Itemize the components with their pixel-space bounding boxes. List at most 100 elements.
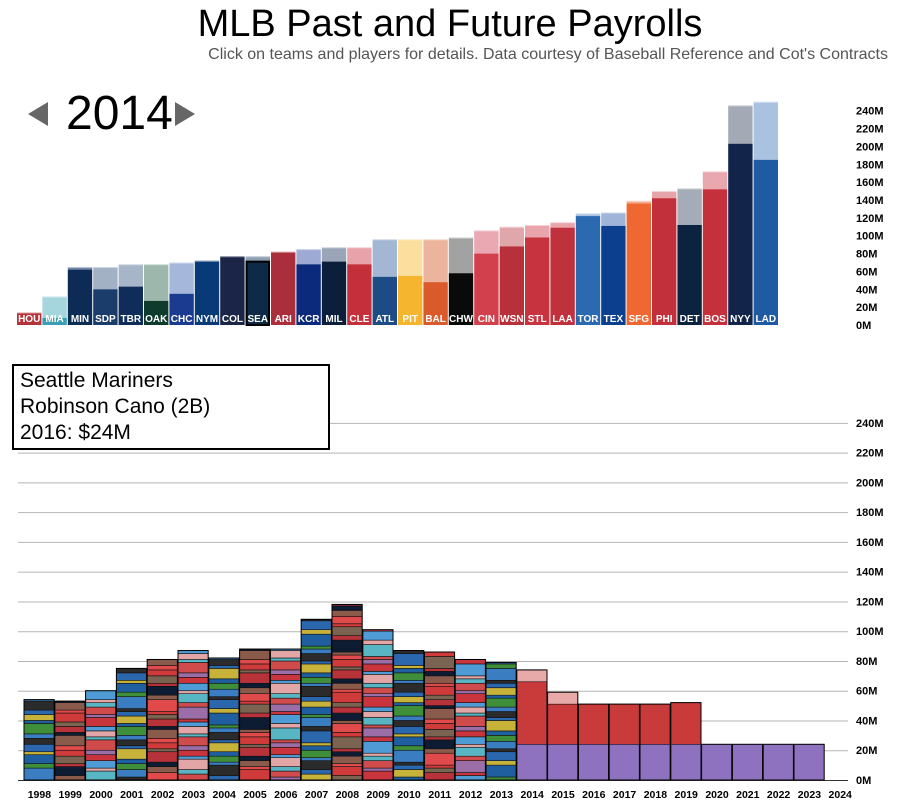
- player-segment[interactable]: [146, 659, 178, 666]
- player-segment[interactable]: [485, 720, 517, 732]
- team-bar-nyy[interactable]: [728, 143, 753, 325]
- player-segment[interactable]: [485, 741, 517, 750]
- next-year-arrow-icon[interactable]: [174, 102, 195, 126]
- player-segment[interactable]: [300, 717, 332, 727]
- player-segment[interactable]: [331, 610, 363, 617]
- player-segment[interactable]: [362, 741, 394, 754]
- team-bar-hou[interactable]: [17, 312, 42, 325]
- player-segment[interactable]: [208, 761, 240, 766]
- year-label-2002[interactable]: 2002: [151, 789, 175, 801]
- player-segment[interactable]: [362, 674, 394, 684]
- team-bar-future-bos[interactable]: [702, 171, 728, 190]
- player-segment[interactable]: [270, 682, 301, 694]
- team-bar-det[interactable]: [677, 224, 702, 325]
- player-segment[interactable]: [239, 766, 271, 770]
- player-segment[interactable]: [300, 663, 332, 674]
- player-segment[interactable]: [362, 682, 394, 689]
- year-label-2009[interactable]: 2009: [367, 789, 391, 801]
- team-bar-stl[interactable]: [525, 237, 550, 325]
- player-segment[interactable]: [116, 682, 147, 693]
- team-bar-bal[interactable]: [423, 282, 448, 325]
- player-segment[interactable]: [54, 763, 86, 767]
- player-segment[interactable]: [362, 663, 394, 672]
- team-bar-future-phi[interactable]: [652, 191, 677, 199]
- player-segment[interactable]: [239, 746, 271, 757]
- team-bar-kcr[interactable]: [296, 264, 321, 325]
- team-bar-future-mil[interactable]: [321, 247, 347, 262]
- player-segment[interactable]: [239, 736, 271, 745]
- player-segment[interactable]: [208, 668, 240, 680]
- player-segment[interactable]: [54, 775, 86, 781]
- player-segment[interactable]: [85, 754, 117, 761]
- player-segment[interactable]: [393, 668, 425, 674]
- team-bar-tex[interactable]: [601, 225, 626, 325]
- player-segment[interactable]: [300, 773, 332, 781]
- player-segment[interactable]: [270, 680, 301, 684]
- team-label-mil[interactable]: MIL: [325, 314, 342, 325]
- player-segment[interactable]: [116, 735, 147, 741]
- player-segment[interactable]: [362, 693, 394, 697]
- player-segment[interactable]: [270, 697, 301, 705]
- player-segment[interactable]: [239, 703, 271, 714]
- player-segment-highlighted[interactable]: [608, 744, 640, 781]
- year-label-2024[interactable]: 2024: [829, 789, 853, 801]
- player-segment[interactable]: [331, 678, 363, 684]
- player-segment[interactable]: [454, 706, 486, 714]
- player-segment[interactable]: [208, 678, 240, 684]
- year-label-2015[interactable]: 2015: [551, 789, 575, 801]
- player-segment-highlighted[interactable]: [762, 744, 794, 781]
- player-segment[interactable]: [116, 691, 147, 697]
- player-segment[interactable]: [270, 703, 301, 712]
- player-segment[interactable]: [362, 687, 394, 694]
- player-segment[interactable]: [85, 717, 117, 727]
- player-segment[interactable]: [424, 739, 455, 750]
- player-segment[interactable]: [300, 730, 332, 744]
- player-segment[interactable]: [300, 745, 332, 751]
- player-segment[interactable]: [54, 735, 86, 747]
- team-bar-future-laa[interactable]: [550, 222, 575, 228]
- player-segment[interactable]: [23, 733, 55, 739]
- year-label-2001[interactable]: 2001: [120, 789, 144, 801]
- player-segment[interactable]: [547, 691, 579, 705]
- year-label-2011[interactable]: 2011: [428, 789, 451, 801]
- team-label-wsn[interactable]: WSN: [500, 314, 523, 325]
- player-segment[interactable]: [270, 757, 301, 767]
- year-label-2012[interactable]: 2012: [459, 789, 483, 801]
- player-segment[interactable]: [424, 718, 455, 724]
- player-segment[interactable]: [362, 706, 394, 712]
- player-segment[interactable]: [146, 694, 178, 700]
- team-bar-future-mia[interactable]: [42, 296, 67, 318]
- team-label-min[interactable]: MIN: [71, 314, 89, 325]
- player-segment-highlighted[interactable]: [516, 744, 548, 781]
- player-segment[interactable]: [270, 669, 301, 675]
- team-label-stl[interactable]: STL: [528, 314, 547, 325]
- team-label-col[interactable]: COL: [222, 314, 243, 325]
- team-label-tex[interactable]: TEX: [604, 314, 624, 325]
- player-segment[interactable]: [239, 760, 271, 767]
- team-bar-laa[interactable]: [550, 227, 575, 325]
- player-segment[interactable]: [424, 752, 455, 766]
- player-segment[interactable]: [208, 665, 240, 669]
- player-segment[interactable]: [54, 709, 86, 714]
- player-segment[interactable]: [424, 682, 455, 687]
- player-segment[interactable]: [54, 755, 86, 764]
- player-segment[interactable]: [116, 763, 147, 770]
- player-segment[interactable]: [208, 751, 240, 757]
- player-segment[interactable]: [177, 733, 209, 738]
- player-segment[interactable]: [239, 669, 271, 674]
- player-segment[interactable]: [300, 742, 332, 747]
- player-segment[interactable]: [239, 769, 271, 781]
- player-segment[interactable]: [146, 726, 178, 730]
- player-segment[interactable]: [146, 729, 178, 739]
- player-segment[interactable]: [177, 662, 209, 674]
- player-segment[interactable]: [270, 723, 301, 729]
- player-segment[interactable]: [146, 675, 178, 684]
- player-segment[interactable]: [331, 623, 363, 628]
- player-segment[interactable]: [208, 699, 240, 709]
- player-segment[interactable]: [300, 653, 332, 662]
- player-segment[interactable]: [393, 691, 425, 697]
- year-label-2020[interactable]: 2020: [705, 789, 729, 801]
- team-label-tbr[interactable]: TBR: [121, 314, 142, 325]
- team-bar-future-tor[interactable]: [575, 213, 601, 217]
- player-segment[interactable]: [454, 726, 486, 732]
